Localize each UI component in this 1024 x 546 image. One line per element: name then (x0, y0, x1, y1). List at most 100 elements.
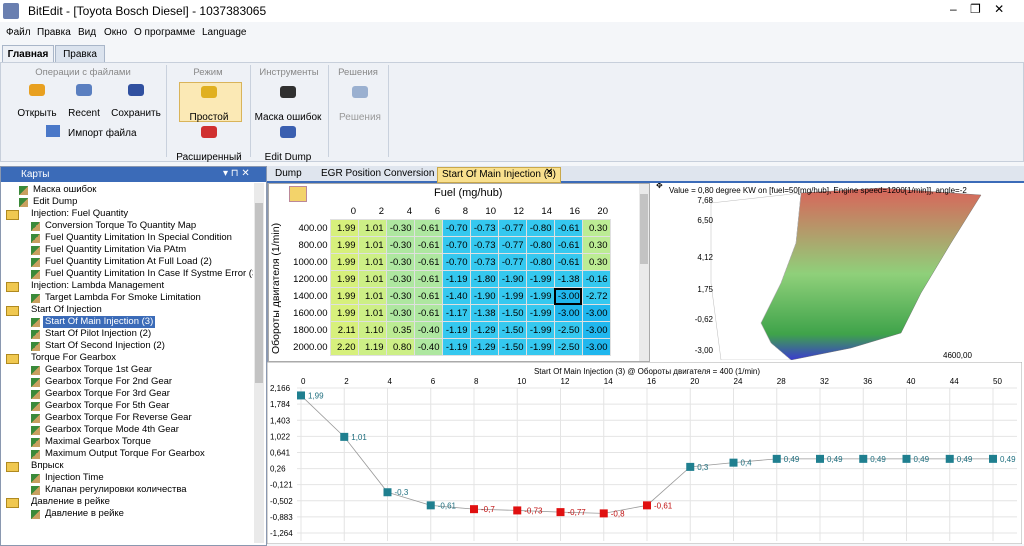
table-cell[interactable]: -0.80 (525, 236, 555, 254)
table-cell[interactable]: 1.99 (329, 236, 359, 254)
table-cell[interactable]: -1.19 (441, 338, 471, 356)
table-cell[interactable]: -1.99 (525, 287, 555, 305)
table-cell[interactable]: -1.17 (441, 304, 471, 322)
table-cell[interactable]: -3.00 (553, 304, 583, 322)
table-cell[interactable]: -0.61 (413, 304, 443, 322)
tree-item[interactable]: Start Of Pilot Injection (2) (45, 328, 152, 339)
table-cell[interactable]: -0.61 (553, 236, 583, 254)
ribbon-button[interactable]: Импорт файла (68, 128, 137, 139)
table-cell[interactable]: -1.19 (441, 321, 471, 339)
table-cell[interactable]: 2.11 (329, 321, 359, 339)
table-cell[interactable]: -1.50 (497, 338, 527, 356)
table-cell[interactable]: -0.40 (413, 338, 443, 356)
ribbon-button[interactable]: Решения (339, 112, 381, 123)
table-cell[interactable]: -1.80 (469, 270, 499, 288)
table-cell[interactable]: -0.70 (441, 219, 471, 237)
ribbon-button[interactable]: Открыть (17, 108, 57, 119)
ribbon-button[interactable]: Маска ошибок (254, 112, 322, 123)
table-cell[interactable]: -1.19 (441, 270, 471, 288)
table-cell[interactable]: 2.20 (329, 338, 359, 356)
menu-item[interactable]: Файл (6, 27, 31, 38)
tree-item[interactable]: Fuel Quantity Limitation Via PAtm (45, 244, 187, 255)
table-cell[interactable]: -0.80 (525, 253, 555, 271)
table-cell[interactable]: 0.35 (385, 321, 415, 339)
tree-folder[interactable]: Впрыск (31, 460, 64, 471)
tree-item[interactable]: Маска ошибок (33, 184, 97, 195)
table-cell[interactable]: -3.00 (553, 287, 583, 305)
table-cell[interactable]: -3.00 (581, 338, 611, 356)
scrollbar[interactable] (639, 184, 649, 361)
table-cell[interactable]: -0.61 (413, 287, 443, 305)
window-controls[interactable]: – ❐ ✕ (950, 2, 1005, 16)
table-cell[interactable]: -1.40 (441, 287, 471, 305)
table-cell[interactable]: 1.99 (329, 253, 359, 271)
table-cell[interactable]: 0.80 (385, 338, 415, 356)
tree-item[interactable]: Fuel Quantity Limitation At Full Load (2… (45, 256, 212, 267)
table-cell[interactable]: -0.61 (413, 253, 443, 271)
tree-folder[interactable]: Injection: Lambda Management (31, 280, 165, 291)
table-cell[interactable]: 1.01 (357, 236, 387, 254)
table-cell[interactable]: -2.50 (553, 321, 583, 339)
table-cell[interactable]: -3.00 (581, 321, 611, 339)
table-cell[interactable]: -0.30 (385, 287, 415, 305)
ribbon-tab[interactable]: Правка (55, 45, 105, 63)
table-cell[interactable]: 1.99 (329, 304, 359, 322)
table-cell[interactable]: -0.61 (413, 236, 443, 254)
table-cell[interactable]: -0.70 (441, 253, 471, 271)
table-cell[interactable]: 1.01 (357, 219, 387, 237)
tree-item[interactable]: Injection Time (45, 472, 104, 483)
table-cell[interactable]: -1.38 (553, 270, 583, 288)
table-cell[interactable]: -0.16 (581, 270, 611, 288)
table-cell[interactable]: -0.70 (441, 236, 471, 254)
tree-item[interactable]: Start Of Main Injection (3) (43, 316, 156, 328)
table-cell[interactable]: -1.99 (525, 338, 555, 356)
tree-item[interactable]: Fuel Quantity Limitation In Case If Syst… (45, 268, 253, 279)
table-cell[interactable]: -1.99 (525, 304, 555, 322)
table-cell[interactable]: -0.73 (469, 253, 499, 271)
tree-item[interactable]: Target Lambda For Smoke Limitation (45, 292, 201, 303)
tree-item[interactable]: Edit Dump (33, 196, 78, 207)
ribbon-tab[interactable]: Главная (2, 45, 54, 63)
table-cell[interactable]: -0.30 (385, 304, 415, 322)
table-cell[interactable]: -1.38 (469, 304, 499, 322)
table-cell[interactable]: -0.30 (385, 236, 415, 254)
table-cell[interactable]: 1.01 (357, 304, 387, 322)
table-cell[interactable]: -0.40 (413, 321, 443, 339)
table-cell[interactable]: 1.01 (357, 270, 387, 288)
table-cell[interactable]: -1.29 (469, 321, 499, 339)
tree-folder[interactable]: Torque For Gearbox (31, 352, 117, 363)
tree-item[interactable]: Gearbox Torque For 5th Gear (45, 400, 170, 411)
table-cell[interactable]: 1.01 (357, 253, 387, 271)
table-cell[interactable]: -1.99 (497, 287, 527, 305)
table-cell[interactable]: -0.73 (469, 219, 499, 237)
ribbon-button[interactable]: Сохранить (111, 108, 161, 119)
tree-item[interactable]: Давление в рейке (45, 508, 124, 519)
table-cell[interactable]: -1.50 (497, 321, 527, 339)
tree-item[interactable]: Conversion Torque To Quantity Map (45, 220, 197, 231)
tree-item[interactable]: Maximum Output Torque For Gearbox (45, 448, 205, 459)
table-cell[interactable]: 1.99 (329, 270, 359, 288)
menu-item[interactable]: Правка (37, 27, 71, 38)
table-cell[interactable]: -0.73 (469, 236, 499, 254)
table-cell[interactable]: -3.00 (581, 304, 611, 322)
menu-item[interactable]: О программе (134, 27, 196, 38)
table-cell[interactable]: -0.77 (497, 236, 527, 254)
ribbon-button[interactable]: Edit Dump (264, 152, 312, 163)
table-cell[interactable]: 1.99 (329, 219, 359, 237)
tree-folder[interactable]: Injection: Fuel Quantity (31, 208, 129, 219)
tree-item[interactable]: Start Of Second Injection (2) (45, 340, 165, 351)
table-cell[interactable]: -1.50 (497, 304, 527, 322)
tree-folder[interactable]: Давление в рейке (31, 496, 110, 507)
table-cell[interactable]: -1.90 (469, 287, 499, 305)
table-cell[interactable]: -0.61 (553, 219, 583, 237)
table-cell[interactable]: -1.99 (525, 321, 555, 339)
table-cell[interactable]: 1.99 (329, 287, 359, 305)
document-tab[interactable]: Dump (275, 168, 302, 179)
table-cell[interactable]: -0.30 (385, 270, 415, 288)
table-cell[interactable]: -0.80 (525, 219, 555, 237)
table-cell[interactable]: -2.72 (581, 287, 611, 305)
ribbon-button[interactable]: Простой (189, 112, 229, 123)
ribbon-button[interactable]: Расширенный (176, 152, 242, 163)
table-cell[interactable]: 0.30 (581, 253, 611, 271)
tree-item[interactable]: Gearbox Torque For Reverse Gear (45, 412, 192, 423)
